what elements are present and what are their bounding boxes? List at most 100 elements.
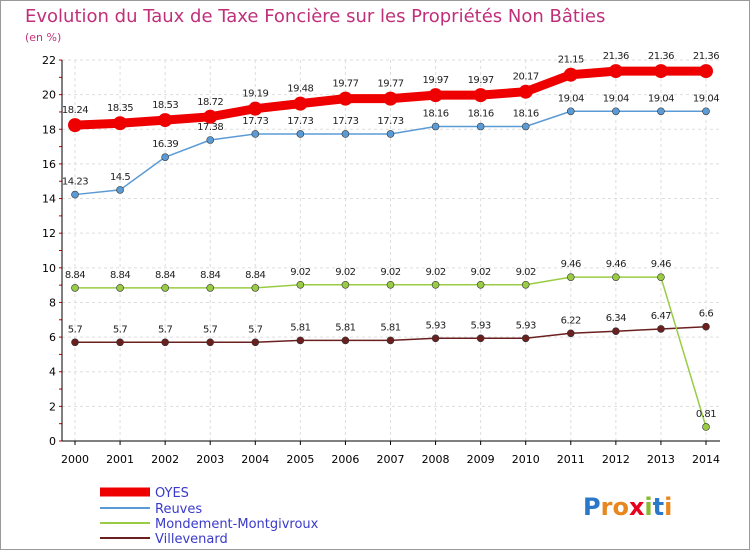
data-point xyxy=(161,153,169,161)
data-label: 19.04 xyxy=(693,93,719,104)
data-label: 9.02 xyxy=(516,267,536,278)
data-label: 8.84 xyxy=(65,270,85,281)
data-point xyxy=(518,84,533,99)
data-point xyxy=(431,334,440,343)
data-label: 19.19 xyxy=(242,89,268,100)
data-point xyxy=(657,273,665,281)
data-label: 19.04 xyxy=(558,93,584,104)
data-point xyxy=(521,280,530,289)
y-tick-label: 0 xyxy=(49,435,56,448)
proxiti-logo: Proxiti xyxy=(583,493,672,521)
logo-letter: i xyxy=(664,493,672,521)
data-label: 18.35 xyxy=(107,103,133,114)
data-point xyxy=(431,122,440,131)
x-tick-label: 2006 xyxy=(331,453,359,466)
data-point xyxy=(657,107,665,116)
data-label: 9.02 xyxy=(335,267,355,278)
series-reuves xyxy=(71,107,710,199)
x-tick-label: 2008 xyxy=(422,453,450,466)
data-point xyxy=(386,336,395,345)
data-point xyxy=(296,336,305,345)
data-point xyxy=(251,338,260,347)
x-tick-label: 2005 xyxy=(286,453,314,466)
x-tick-label: 2002 xyxy=(151,453,179,466)
y-tick-label: 20 xyxy=(42,89,56,102)
data-label: 21.36 xyxy=(693,51,719,62)
data-point xyxy=(251,284,260,292)
data-labels: 18.24 18.35 18.53 18.72 19.19 19.48 19.77 19.77… xyxy=(62,51,720,420)
data-point xyxy=(71,338,79,347)
data-label: 17.73 xyxy=(332,116,358,127)
data-label: 18.16 xyxy=(423,109,449,120)
data-point xyxy=(161,338,169,347)
data-point xyxy=(386,280,395,289)
data-point xyxy=(608,64,623,79)
data-label: 21.36 xyxy=(603,51,629,62)
data-label: 21.36 xyxy=(648,51,674,62)
data-point xyxy=(296,280,305,289)
x-tick-label: 2014 xyxy=(692,453,720,466)
data-label: 5.7 xyxy=(113,324,128,335)
data-label: 18.16 xyxy=(513,109,539,120)
data-label: 6.22 xyxy=(561,315,581,326)
data-label: 18.16 xyxy=(468,109,494,120)
data-point xyxy=(476,122,485,131)
data-label: 8.84 xyxy=(200,270,220,281)
legend-label: Mondement-Montgivroux xyxy=(155,517,319,532)
data-label: 5.7 xyxy=(158,324,173,335)
data-label: 0.81 xyxy=(696,409,716,420)
data-point xyxy=(296,130,305,138)
data-label: 14.5 xyxy=(110,172,130,183)
x-tick-label: 2004 xyxy=(241,453,269,466)
y-axis-unit: (en %) xyxy=(25,31,61,44)
legend-label: Reuves xyxy=(155,502,202,517)
data-label: 5.93 xyxy=(471,320,491,331)
data-point xyxy=(473,88,488,103)
data-point xyxy=(251,130,260,138)
legend-label: OYES xyxy=(155,486,189,501)
data-label: 18.24 xyxy=(62,105,88,116)
x-tick-label: 2011 xyxy=(557,453,585,466)
y-tick-label: 16 xyxy=(42,158,56,171)
data-label: 6.47 xyxy=(651,311,671,322)
data-label: 5.7 xyxy=(68,324,83,335)
data-label: 9.46 xyxy=(606,259,626,270)
x-tick-label: 2001 xyxy=(106,453,134,466)
data-label: 5.93 xyxy=(425,320,445,331)
data-point xyxy=(206,338,215,347)
data-label: 17.73 xyxy=(242,116,268,127)
data-point xyxy=(428,88,443,103)
data-label: 19.04 xyxy=(603,93,629,104)
chart-title: Evolution du Taux de Taxe Foncière sur l… xyxy=(25,6,605,27)
data-label: 19.97 xyxy=(468,75,494,86)
data-label: 5.93 xyxy=(516,320,536,331)
logo-letter: t xyxy=(653,493,664,521)
data-label: 19.04 xyxy=(648,93,674,104)
data-label: 14.23 xyxy=(62,177,88,188)
y-tick-label: 4 xyxy=(49,366,56,379)
legend-label: Villevenard xyxy=(155,532,228,547)
data-point xyxy=(521,122,530,131)
data-label: 19.77 xyxy=(332,79,358,90)
data-label: 17.73 xyxy=(377,116,403,127)
data-point xyxy=(431,280,440,289)
data-label: 19.77 xyxy=(377,79,403,90)
data-label: 5.7 xyxy=(203,324,218,335)
data-label: 18.53 xyxy=(152,100,178,111)
logo-letter: i xyxy=(644,493,652,521)
data-label: 20.17 xyxy=(513,72,539,83)
data-label: 9.02 xyxy=(380,267,400,278)
y-tick-label: 22 xyxy=(42,54,56,67)
data-point xyxy=(206,284,215,292)
series-layer xyxy=(68,64,713,431)
data-point xyxy=(338,91,353,106)
data-point xyxy=(566,273,575,281)
series-mondement-montgivroux xyxy=(71,273,710,431)
logo-text: Proxiti xyxy=(583,493,672,521)
axes: 0 2 4 6 8 10 12 14 16 18 20 22 2000 2001 2002 2003 2004 2… xyxy=(42,54,720,466)
x-tick-label: 2000 xyxy=(61,453,89,466)
data-point xyxy=(206,136,215,144)
y-tick-label: 12 xyxy=(42,227,56,240)
data-point xyxy=(71,284,79,292)
